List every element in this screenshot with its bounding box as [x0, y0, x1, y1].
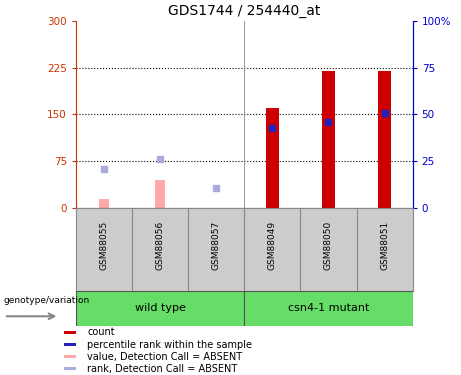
- Text: genotype/variation: genotype/variation: [4, 296, 90, 305]
- Title: GDS1744 / 254440_at: GDS1744 / 254440_at: [168, 4, 320, 18]
- Text: rank, Detection Call = ABSENT: rank, Detection Call = ABSENT: [87, 364, 237, 374]
- Bar: [64, 368, 76, 370]
- Text: GSM88056: GSM88056: [156, 220, 165, 270]
- Bar: [266, 108, 278, 208]
- Text: value, Detection Call = ABSENT: value, Detection Call = ABSENT: [87, 352, 242, 362]
- Bar: [64, 355, 76, 358]
- Text: percentile rank within the sample: percentile rank within the sample: [87, 339, 252, 350]
- Text: GSM88055: GSM88055: [100, 220, 109, 270]
- Bar: [322, 70, 335, 208]
- Text: GSM88050: GSM88050: [324, 220, 333, 270]
- Text: GSM88051: GSM88051: [380, 220, 389, 270]
- Bar: [378, 70, 391, 208]
- Bar: [76, 291, 244, 326]
- Bar: [99, 199, 109, 208]
- Text: count: count: [87, 327, 115, 338]
- Bar: [155, 180, 165, 208]
- Bar: [64, 343, 76, 346]
- Bar: [244, 291, 413, 326]
- Text: GSM88049: GSM88049: [268, 220, 277, 270]
- Text: csn4-1 mutant: csn4-1 mutant: [288, 303, 369, 313]
- Text: GSM88057: GSM88057: [212, 220, 221, 270]
- Bar: [64, 331, 76, 334]
- Text: wild type: wild type: [135, 303, 186, 313]
